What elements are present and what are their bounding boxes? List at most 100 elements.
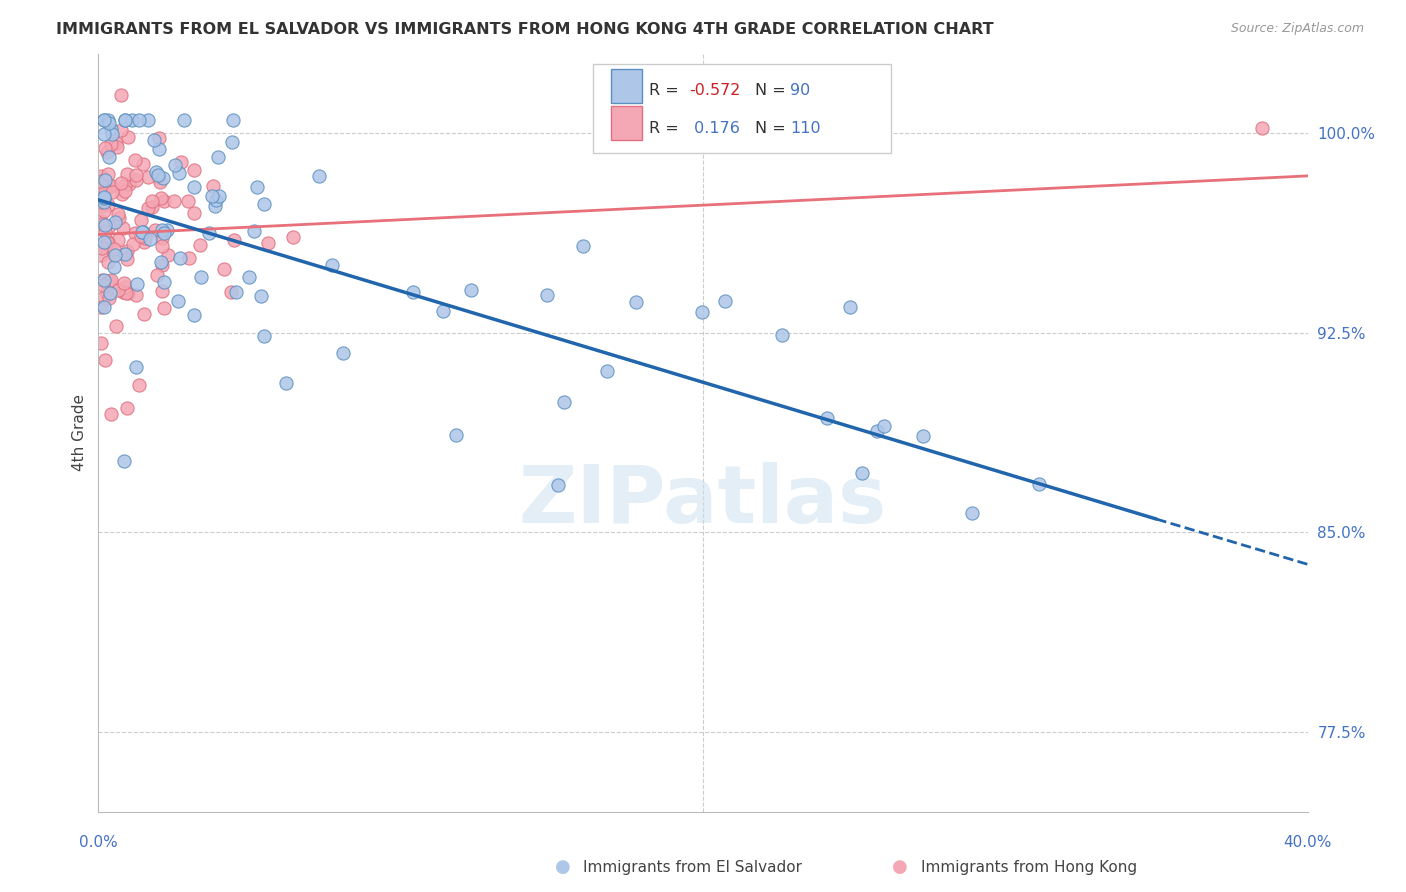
Point xyxy=(149,175,172,189)
Point xyxy=(141,194,163,208)
Point xyxy=(238,270,260,285)
Point xyxy=(198,226,221,240)
Text: Source: ZipAtlas.com: Source: ZipAtlas.com xyxy=(1230,22,1364,36)
Point xyxy=(167,294,190,309)
Point xyxy=(91,199,114,213)
Point xyxy=(110,87,132,102)
Point xyxy=(90,213,112,227)
Point xyxy=(98,291,121,305)
Point xyxy=(93,191,115,205)
Point xyxy=(93,204,115,219)
Point xyxy=(815,410,838,425)
Point xyxy=(865,425,887,439)
Point xyxy=(183,309,205,323)
Point xyxy=(202,178,225,193)
Point xyxy=(91,273,114,287)
Point xyxy=(124,226,146,240)
Point xyxy=(103,248,125,262)
Point xyxy=(108,211,131,225)
Point xyxy=(150,223,173,237)
Point xyxy=(150,191,173,205)
Point xyxy=(93,113,115,128)
Point xyxy=(114,286,136,301)
Point xyxy=(100,407,122,421)
Point xyxy=(93,300,115,314)
Point xyxy=(253,329,276,343)
Point xyxy=(94,219,117,233)
Point xyxy=(219,285,242,299)
Text: ●: ● xyxy=(554,858,571,876)
Point xyxy=(124,153,146,167)
Point xyxy=(115,401,138,415)
Point xyxy=(167,166,190,180)
Point xyxy=(460,283,482,297)
Point xyxy=(274,376,297,390)
Text: -0.572: -0.572 xyxy=(689,84,740,98)
Point xyxy=(131,213,153,227)
Point xyxy=(128,113,150,128)
Point xyxy=(93,113,115,128)
Point xyxy=(170,155,193,169)
Point xyxy=(94,353,117,368)
Point xyxy=(714,294,737,309)
Point xyxy=(150,231,173,245)
Point xyxy=(149,255,172,269)
Point xyxy=(960,506,983,520)
Point xyxy=(114,280,136,294)
Point xyxy=(212,262,235,277)
Text: N =: N = xyxy=(755,121,790,136)
Point xyxy=(91,218,114,232)
Point xyxy=(839,300,862,314)
Text: 0.176: 0.176 xyxy=(689,121,740,136)
Point xyxy=(243,224,266,238)
Point xyxy=(90,248,112,262)
Point xyxy=(146,268,169,282)
Point xyxy=(136,201,159,215)
Point xyxy=(321,258,343,272)
Point xyxy=(204,199,226,213)
Point xyxy=(256,236,278,251)
Point xyxy=(156,222,179,236)
Point xyxy=(851,467,873,481)
Point xyxy=(94,173,117,187)
Point xyxy=(114,178,136,192)
Point xyxy=(91,217,114,231)
Point xyxy=(115,167,138,181)
Point xyxy=(104,248,127,262)
Point xyxy=(93,273,115,287)
Point xyxy=(90,174,112,188)
Point xyxy=(117,244,139,259)
Point xyxy=(90,240,112,254)
Point xyxy=(107,233,129,247)
Point xyxy=(90,335,112,350)
Y-axis label: 4th Grade: 4th Grade xyxy=(72,394,87,471)
Point xyxy=(173,113,195,128)
Text: 0.0%: 0.0% xyxy=(79,836,118,850)
Point xyxy=(125,173,148,187)
Point xyxy=(97,274,120,288)
Point xyxy=(444,428,467,442)
Point xyxy=(98,116,121,130)
Point xyxy=(96,198,118,212)
Point xyxy=(112,453,135,467)
Point xyxy=(94,141,117,155)
Point xyxy=(104,214,127,228)
Point xyxy=(117,285,139,300)
Point xyxy=(692,305,714,319)
Point xyxy=(148,142,170,156)
Point xyxy=(143,133,166,147)
Point xyxy=(132,225,155,239)
Point xyxy=(246,180,269,194)
Point xyxy=(93,190,115,204)
Point xyxy=(114,113,136,128)
Point xyxy=(536,288,558,302)
Point xyxy=(93,290,115,304)
Point xyxy=(100,272,122,286)
Point xyxy=(138,232,160,246)
Point xyxy=(107,207,129,221)
Point xyxy=(402,285,425,300)
Point xyxy=(132,235,155,249)
Point xyxy=(146,168,169,182)
Point xyxy=(114,184,136,198)
Point xyxy=(148,169,170,184)
